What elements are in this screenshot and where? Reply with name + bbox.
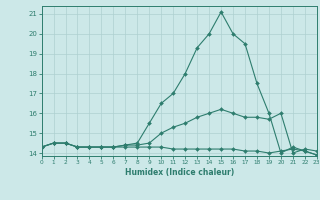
X-axis label: Humidex (Indice chaleur): Humidex (Indice chaleur): [124, 168, 234, 177]
